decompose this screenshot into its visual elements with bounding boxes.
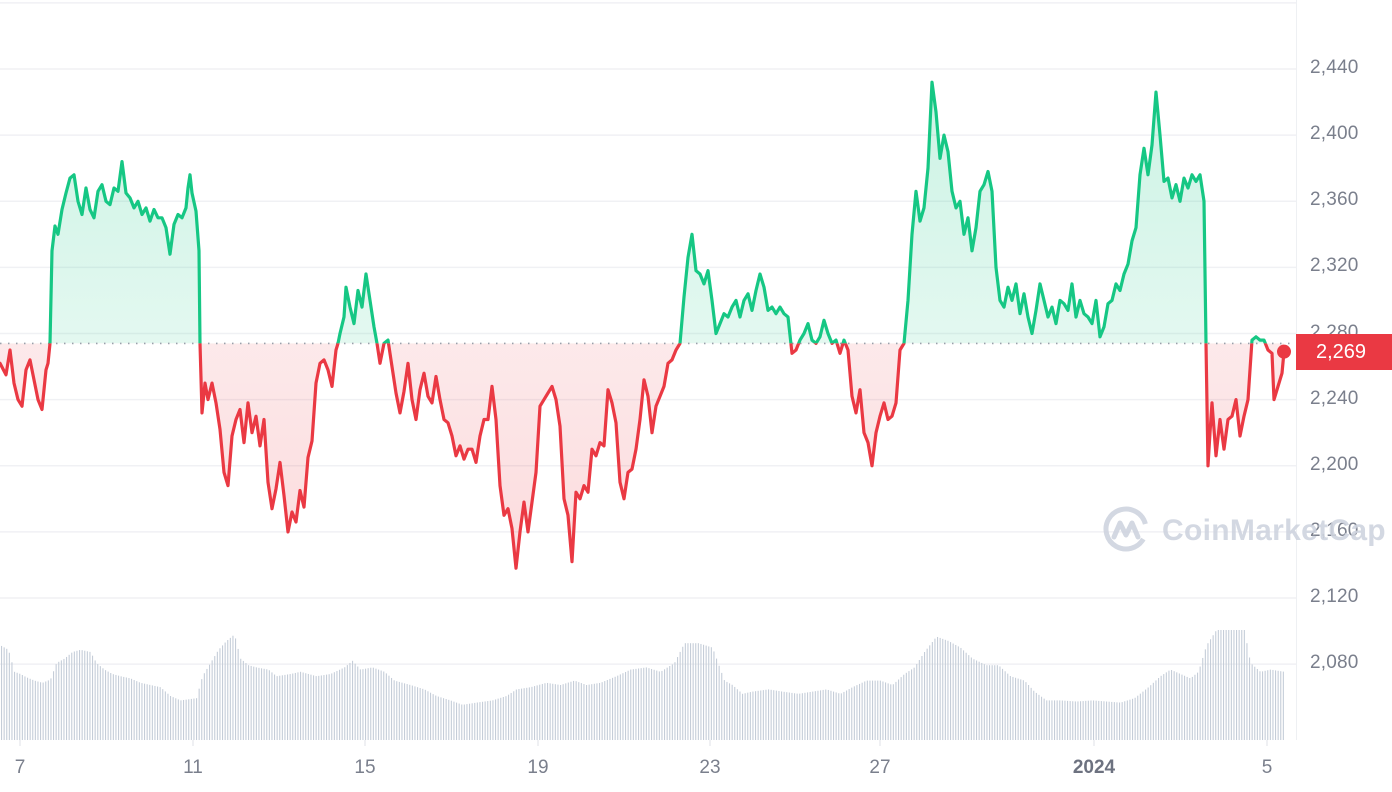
y-tick-label: 2,240 <box>1310 387 1359 409</box>
x-tick-label: 27 <box>869 757 891 778</box>
current-price-tag: 2,269 <box>1296 334 1392 370</box>
current-price-value: 2,269 <box>1316 341 1367 363</box>
y-tick-label: 2,120 <box>1310 586 1359 607</box>
coinmarketcap-watermark: CoinMarketCap <box>1102 505 1386 557</box>
y-tick-label: 2,440 <box>1310 57 1359 78</box>
y-tick-label: 2,360 <box>1310 189 1359 211</box>
x-tick-label: 11 <box>183 757 203 778</box>
price-area-fill <box>0 82 1284 569</box>
y-tick-label: 2,400 <box>1310 123 1359 145</box>
current-price-marker[interactable] <box>1277 344 1291 359</box>
x-tick-label: 19 <box>527 757 549 778</box>
watermark-text: CoinMarketCap <box>1162 514 1386 547</box>
price-line <box>0 80 1286 570</box>
y-tick-label: 2,200 <box>1310 453 1359 475</box>
x-tick-label: 2024 <box>1072 757 1116 778</box>
x-tick-label: 5 <box>1261 757 1273 778</box>
x-tick-label: 23 <box>699 757 721 778</box>
volume-bars <box>1 630 1284 740</box>
y-tick-label: 2,320 <box>1310 255 1359 277</box>
y-tick-label: 2,160 <box>1310 519 1359 541</box>
x-tick-label: 7 <box>14 757 26 778</box>
coinmarketcap-logo-icon <box>1102 505 1150 558</box>
x-tick-label: 15 <box>354 757 376 778</box>
y-axis-divider <box>1296 0 1297 740</box>
y-tick-label: 2,080 <box>1310 652 1359 674</box>
